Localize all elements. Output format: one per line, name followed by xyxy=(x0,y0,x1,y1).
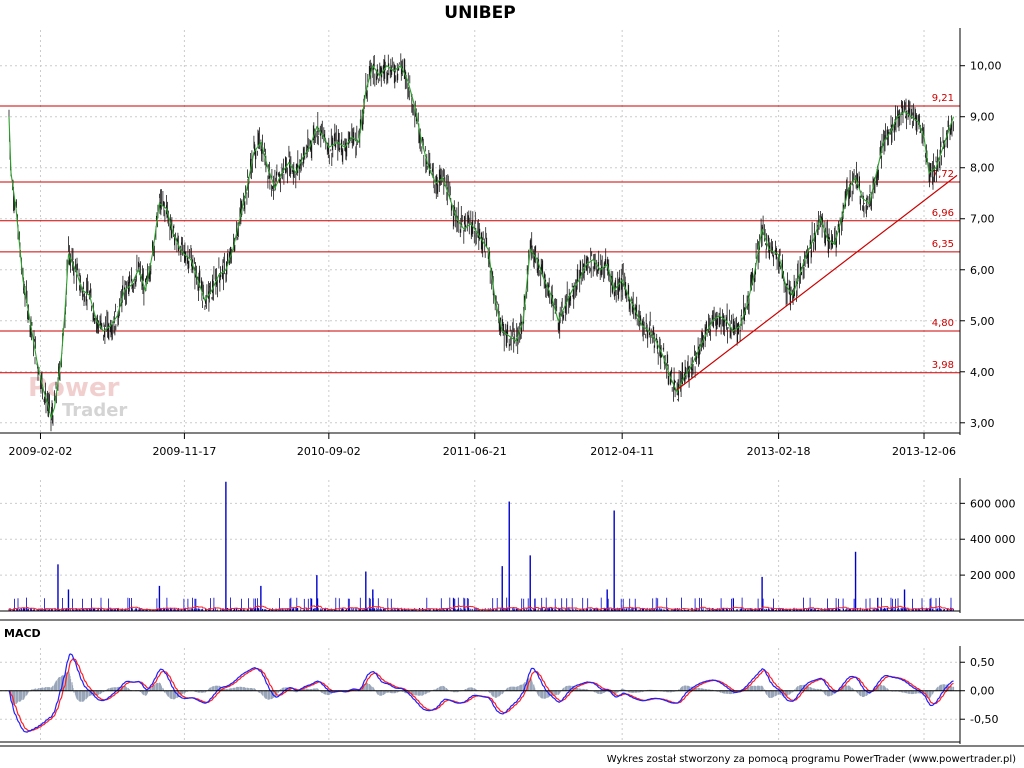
volume-y-tick-label: 200 000 xyxy=(970,569,1016,582)
volume-moving-average xyxy=(8,604,954,611)
macd-y-tick-label: -0,50 xyxy=(970,713,998,726)
date-tick-label: 2009-02-02 xyxy=(9,445,73,458)
macd-label: MACD xyxy=(4,627,41,640)
price-y-axis: 3,00 4,00 5,00 6,00 7,00 8,00 9,00 10,00 xyxy=(959,28,1002,435)
price-smoothed-line xyxy=(8,64,955,420)
macd-y-tick-label: 0,50 xyxy=(970,656,995,669)
volume-y-axis: 200 000 400 000 600 000 xyxy=(0,478,1024,621)
price-y-tick-label: 9,00 xyxy=(970,111,995,124)
macd-series xyxy=(8,653,955,733)
level-label: 4,80 xyxy=(932,318,954,329)
date-tick-label: 2012-04-11 xyxy=(590,445,654,458)
volume-panel: 200 000 400 000 600 000 xyxy=(0,478,1024,621)
support-resistance-levels: 9,21 7,72 6,96 6,35 4,80 3,98 xyxy=(0,93,960,374)
level-label: 7,72 xyxy=(932,169,954,180)
price-y-tick-label: 5,00 xyxy=(970,315,995,328)
price-y-tick-label: 3,00 xyxy=(970,417,995,430)
rising-trendline xyxy=(676,174,958,391)
level-label: 9,21 xyxy=(932,93,954,104)
price-y-tick-label: 6,00 xyxy=(970,264,995,277)
price-y-tick-label: 8,00 xyxy=(970,162,995,175)
price-y-tick-label: 4,00 xyxy=(970,366,995,379)
date-tick-label: 2009-11-17 xyxy=(152,445,216,458)
price-y-tick-label: 10,00 xyxy=(970,60,1002,73)
price-grid xyxy=(0,30,960,433)
volume-y-tick-label: 400 000 xyxy=(970,533,1016,546)
volume-bars xyxy=(8,481,954,611)
price-y-tick-label: 7,00 xyxy=(970,213,995,226)
volume-grid xyxy=(0,480,960,611)
footer-credit: Wykres został stworzony za pomocą progra… xyxy=(607,754,1016,765)
chart-title: UNIBEP xyxy=(444,3,515,23)
macd-panel: MACD -0,50 0,00 0,50 xyxy=(0,627,1024,747)
level-label: 6,96 xyxy=(932,208,954,219)
watermark-line2: Trader xyxy=(62,400,127,421)
date-axis: 2009-02-02 2009-11-17 2010-09-02 2011-06-21… xyxy=(0,432,960,458)
level-label: 6,35 xyxy=(932,239,954,250)
macd-line xyxy=(8,653,954,733)
price-panel: Power Trader 9,217,726,966,354,803,98 3,… xyxy=(0,28,1002,458)
date-tick-label: 2010-09-02 xyxy=(297,445,361,458)
date-tick-label: 2011-06-21 xyxy=(443,445,507,458)
trendline xyxy=(676,174,958,391)
price-series xyxy=(8,53,955,432)
macd-y-axis: -0,50 0,00 0,50 xyxy=(0,646,1024,747)
level-label: 3,98 xyxy=(932,360,954,371)
volume-y-tick-label: 600 000 xyxy=(970,497,1016,510)
date-tick-label: 2013-02-18 xyxy=(747,445,811,458)
date-tick-label: 2013-12-06 xyxy=(892,445,956,458)
macd-y-tick-label: 0,00 xyxy=(970,685,995,698)
